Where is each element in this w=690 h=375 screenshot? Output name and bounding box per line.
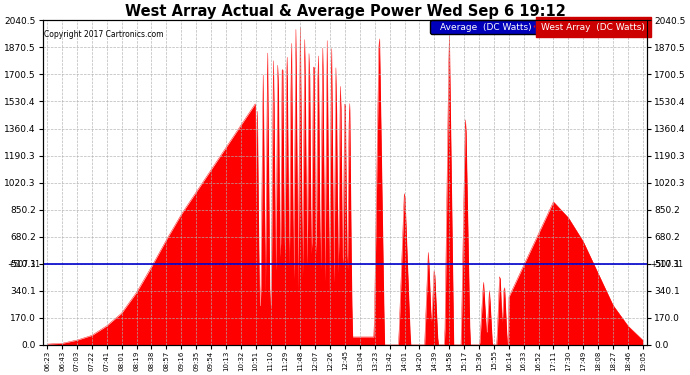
- Legend: Average  (DC Watts), West Array  (DC Watts): Average (DC Watts), West Array (DC Watts…: [430, 20, 647, 34]
- Text: +507.31: +507.31: [650, 260, 683, 269]
- Text: Copyright 2017 Cartronics.com: Copyright 2017 Cartronics.com: [44, 30, 164, 39]
- Title: West Array Actual & Average Power Wed Sep 6 19:12: West Array Actual & Average Power Wed Se…: [125, 4, 565, 19]
- Text: +507.31: +507.31: [7, 260, 40, 269]
